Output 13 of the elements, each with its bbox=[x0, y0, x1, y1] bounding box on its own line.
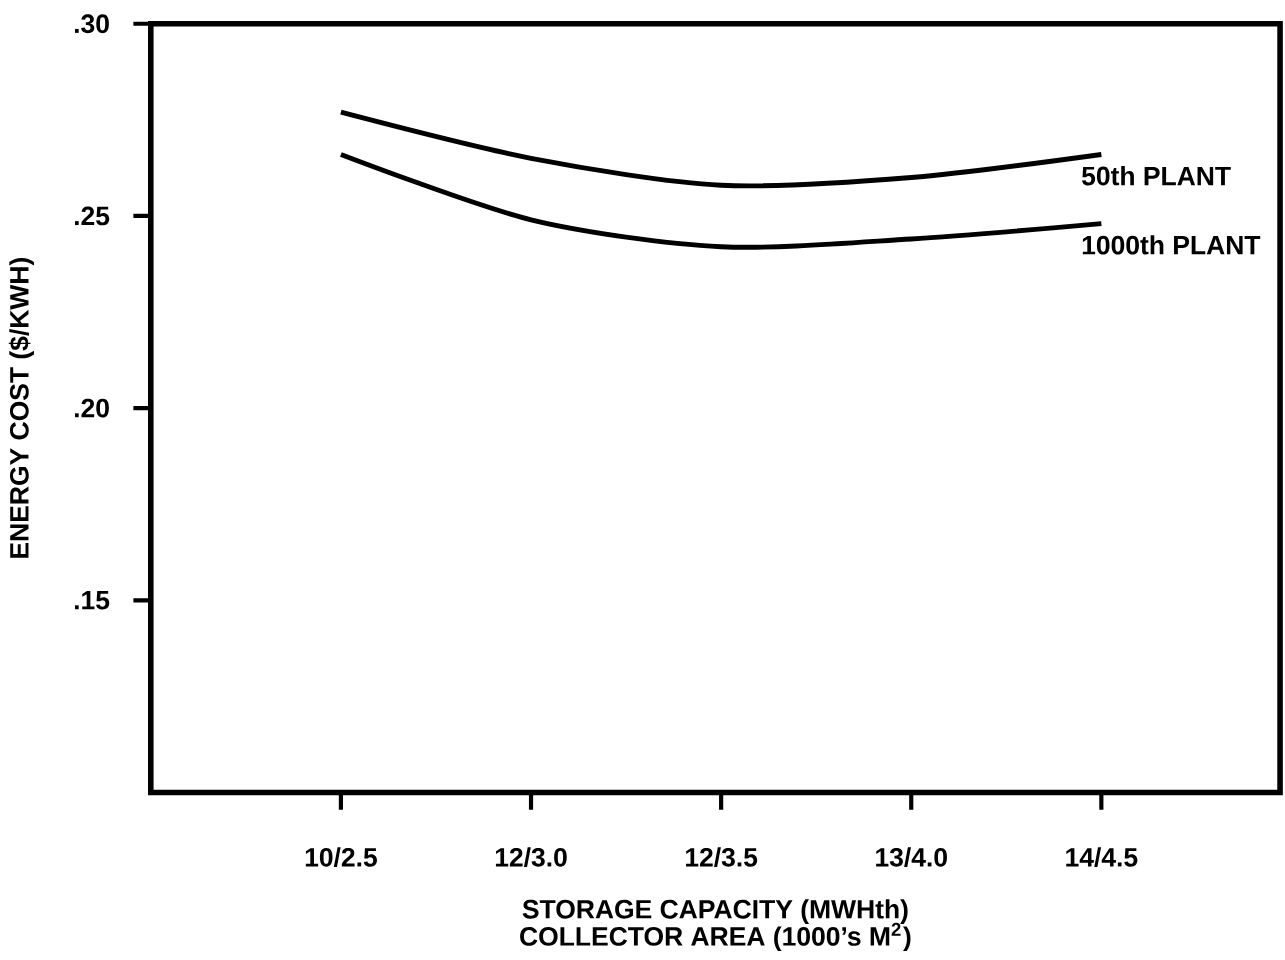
y-tick-label: .15 bbox=[74, 591, 110, 610]
series-label: 1000th PLANT bbox=[1082, 235, 1261, 255]
x-tick-label: 13/4.0 bbox=[876, 847, 947, 867]
y-tick-label: .30 bbox=[74, 14, 109, 34]
y-axis-title: ENERGY COST ($/KWH) bbox=[8, 258, 34, 558]
x-tick-label: 14/4.5 bbox=[1066, 847, 1138, 867]
y-tick-label: .25 bbox=[74, 206, 110, 226]
x-tick-label: 10/2.5 bbox=[305, 847, 377, 867]
x-tick-label: 12/3.0 bbox=[495, 847, 567, 867]
y-tick-label: .20 bbox=[74, 398, 109, 418]
x-tick-label: 12/3.5 bbox=[686, 847, 758, 867]
series-label: 50th PLANT bbox=[1081, 166, 1231, 186]
x-axis-title: STORAGE CAPACITY (MWHth) bbox=[522, 899, 908, 924]
